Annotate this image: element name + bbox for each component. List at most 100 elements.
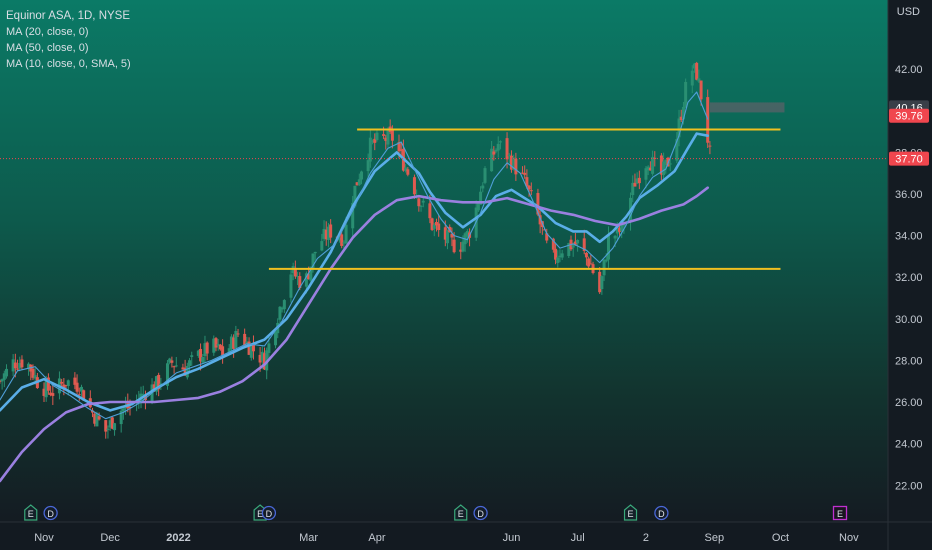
candle[interactable] [432,222,436,237]
candle[interactable] [419,205,423,212]
candle[interactable] [571,242,575,257]
candle[interactable] [113,422,117,436]
candle[interactable] [236,328,240,337]
candle[interactable] [618,225,622,236]
dividend-marker[interactable]: D [654,505,669,521]
candle[interactable] [229,334,233,352]
candle[interactable] [110,416,114,430]
candle[interactable] [697,69,701,84]
candle[interactable] [181,363,185,370]
candle[interactable] [558,249,562,263]
candle[interactable] [554,243,558,265]
candle[interactable] [664,159,668,174]
candle[interactable] [573,232,577,246]
candle[interactable] [373,133,377,151]
candle[interactable] [73,372,77,390]
candle[interactable] [690,65,694,94]
candle[interactable] [545,228,549,244]
candle[interactable] [18,356,22,372]
candle[interactable] [659,153,663,181]
candle[interactable] [600,275,604,295]
candle[interactable] [483,166,487,185]
candle[interactable] [708,141,712,155]
candle[interactable] [492,146,496,161]
candle[interactable] [174,356,178,368]
candle[interactable] [675,132,679,164]
candle[interactable] [143,390,147,410]
candle[interactable] [631,175,635,203]
earnings-marker[interactable]: E [832,505,848,521]
candle[interactable] [633,173,637,187]
candle[interactable] [538,210,542,234]
candle[interactable] [446,229,450,250]
candle[interactable] [329,219,333,244]
candle[interactable] [662,152,666,181]
candle[interactable] [342,240,346,250]
candle[interactable] [234,325,238,349]
candle[interactable] [684,78,688,109]
candle[interactable] [16,359,20,371]
candle[interactable] [27,362,31,376]
candle[interactable] [251,335,255,360]
candle[interactable] [437,215,441,237]
indicator-ma-10-sma[interactable]: MA (10, close, 0, SMA, 5) [6,58,131,70]
candle[interactable] [677,109,681,147]
candle[interactable] [496,136,500,158]
candle[interactable] [93,411,97,427]
candle[interactable] [60,378,64,388]
candle[interactable] [384,134,388,150]
candle[interactable] [417,197,421,212]
candle[interactable] [529,182,533,196]
candle[interactable] [326,223,330,248]
candle[interactable] [430,217,434,232]
candle[interactable] [75,374,79,395]
candle[interactable] [296,271,300,286]
candle[interactable] [278,306,282,324]
candle[interactable] [450,227,454,247]
candle[interactable] [368,129,372,168]
candle[interactable] [527,184,531,197]
candle[interactable] [556,250,560,268]
candle[interactable] [507,152,511,164]
candle[interactable] [212,335,216,356]
candle[interactable] [582,229,586,255]
candle[interactable] [320,233,324,252]
candle[interactable] [121,407,125,420]
candle[interactable] [104,420,108,439]
candle[interactable] [366,153,370,178]
candle[interactable] [514,152,518,181]
candle[interactable] [280,306,284,313]
candle[interactable] [509,150,513,173]
candle[interactable] [651,150,655,176]
candle[interactable] [218,343,222,351]
earnings-marker[interactable]: E [24,504,38,521]
candle[interactable] [190,351,194,366]
candle[interactable] [481,182,485,193]
candle[interactable] [692,62,696,73]
candle[interactable] [216,338,220,351]
candle[interactable] [498,140,502,150]
candle[interactable] [404,163,408,173]
earnings-marker[interactable]: E [454,504,468,521]
candle[interactable] [351,195,355,237]
candle[interactable] [523,165,527,179]
candle[interactable] [355,182,359,186]
candle[interactable] [399,142,403,157]
candle[interactable] [2,370,6,388]
candle[interactable] [196,349,200,358]
candle[interactable] [644,166,648,189]
candle[interactable] [421,196,425,208]
candle[interactable] [584,252,588,266]
candle[interactable] [119,405,123,433]
candle[interactable] [249,344,253,361]
candle[interactable] [170,356,174,368]
candle[interactable] [490,140,494,172]
candle[interactable] [459,242,463,260]
candle[interactable] [49,385,53,397]
candle[interactable] [168,357,172,365]
candle[interactable] [232,334,236,358]
candle[interactable] [95,411,99,427]
indicator-ma-20[interactable]: MA (20, close, 0) [6,26,89,38]
candle[interactable] [313,251,317,261]
candle[interactable] [695,61,699,81]
